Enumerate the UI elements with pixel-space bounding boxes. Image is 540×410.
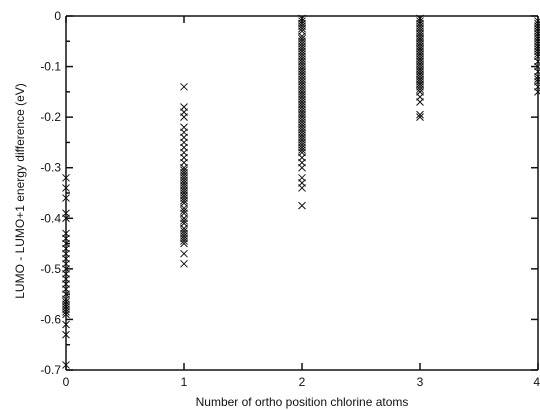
data-point xyxy=(62,320,70,329)
data-point xyxy=(180,196,188,205)
data-point xyxy=(416,110,424,119)
y-tick-label: -0.2 xyxy=(40,110,61,124)
data-point xyxy=(180,216,188,225)
data-point xyxy=(180,237,188,245)
data-point xyxy=(62,361,70,369)
x-axis-title: Number of ortho position chlorine atoms xyxy=(196,395,409,409)
data-point xyxy=(62,307,70,316)
data-point xyxy=(298,163,306,172)
y-tick-label: -0.3 xyxy=(40,161,61,175)
data-point xyxy=(62,214,70,223)
data-point xyxy=(180,113,188,121)
data-point xyxy=(62,173,70,182)
data-point xyxy=(534,88,540,96)
data-point xyxy=(62,194,70,202)
y-tick-label: -0.1 xyxy=(40,60,61,74)
x-tick-label: 2 xyxy=(299,375,306,389)
y-axis-title: LUMO - LUMO+1 energy difference (eV) xyxy=(13,83,27,299)
data-point xyxy=(180,239,188,248)
y-tick-label: -0.6 xyxy=(40,312,61,326)
y-tick-label: 0 xyxy=(54,9,61,23)
data-point xyxy=(62,310,70,319)
data-point xyxy=(298,201,306,210)
data-point xyxy=(416,80,424,89)
y-tick-label: -0.7 xyxy=(40,363,61,377)
data-point xyxy=(534,75,540,84)
y-tick-label: -0.5 xyxy=(40,262,61,276)
data-point xyxy=(62,330,70,339)
data-point xyxy=(416,113,424,121)
data-point xyxy=(180,82,188,91)
data-point xyxy=(180,259,188,268)
axes: 0-0.1-0.2-0.3-0.4-0.5-0.6-0.70 1 2 3 4 xyxy=(40,9,540,389)
x-tick-label: 1 xyxy=(181,375,188,389)
data-points xyxy=(62,14,540,369)
x-tick-label: 3 xyxy=(417,375,424,389)
data-point xyxy=(534,50,540,58)
x-tick-label: 0 xyxy=(63,375,70,389)
data-point xyxy=(298,24,306,33)
data-point xyxy=(180,249,188,258)
data-point xyxy=(298,146,306,154)
x-tick-label: 4 xyxy=(533,375,540,389)
y-tick-label: -0.4 xyxy=(40,211,61,225)
data-point xyxy=(180,206,188,215)
data-point xyxy=(298,184,306,192)
data-point xyxy=(62,184,70,192)
data-point xyxy=(416,98,424,106)
